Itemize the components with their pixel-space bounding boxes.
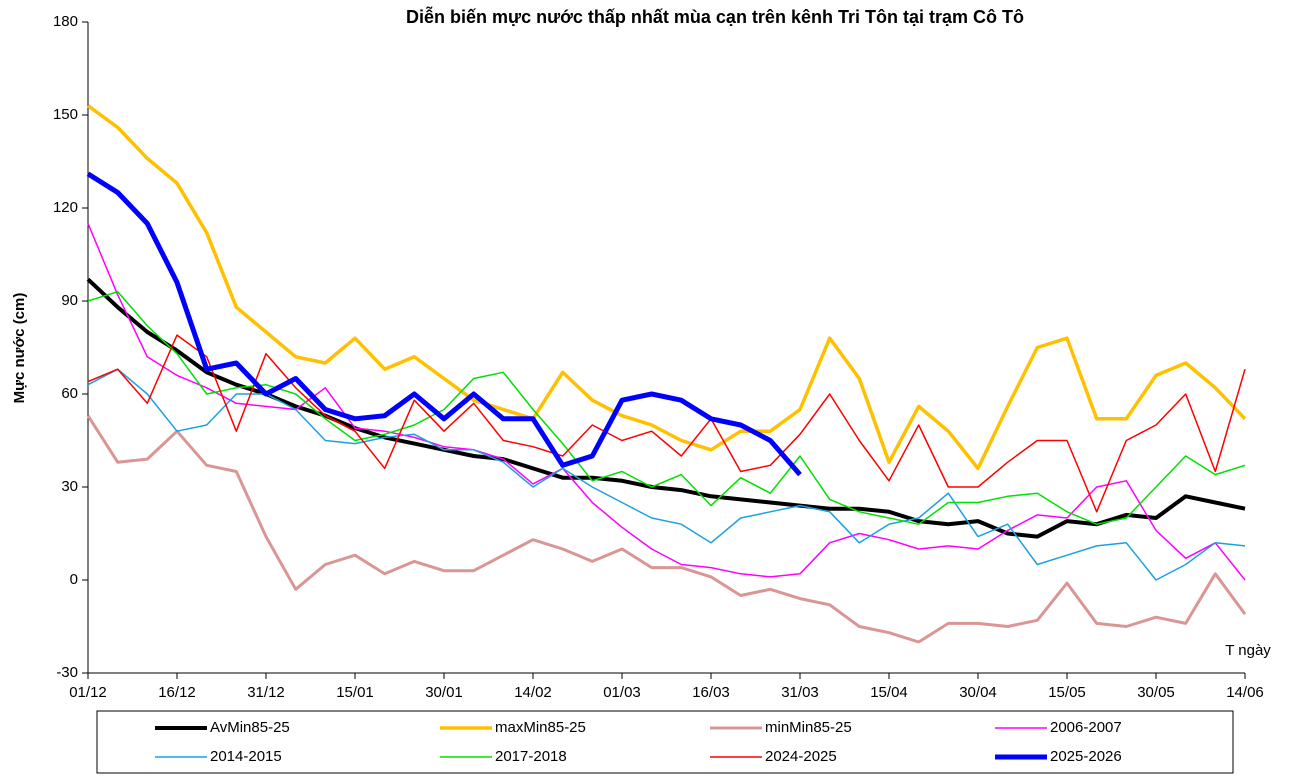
x-tick-label: 31/12 — [247, 684, 285, 701]
legend-label: AvMin85-25 — [210, 719, 290, 736]
y-tick-label: 180 — [53, 13, 78, 30]
series-line — [87, 368, 1246, 581]
series-line — [87, 290, 1246, 525]
x-tick-label: 16/12 — [158, 684, 196, 701]
y-tick-label: 150 — [53, 106, 78, 123]
x-tick-label: 16/03 — [692, 684, 730, 701]
x-tick-label: 14/06 — [1226, 684, 1264, 701]
legend-label: 2024-2025 — [765, 748, 837, 765]
y-axis-label: Mực nước (cm) — [11, 293, 28, 404]
y-tick-label: 30 — [61, 478, 78, 495]
x-axis-label: T ngày — [1225, 642, 1271, 659]
y-tick-label: -30 — [56, 664, 78, 681]
series-line — [86, 277, 1246, 539]
legend-label: 2006-2007 — [1050, 719, 1122, 736]
series-line — [86, 171, 802, 477]
legend-label: 2014-2015 — [210, 748, 282, 765]
x-tick-label: 01/03 — [603, 684, 641, 701]
series-line — [87, 334, 1246, 513]
y-tick-label: 0 — [70, 571, 78, 588]
series-line — [86, 104, 1247, 471]
legend-label: minMin85-25 — [765, 719, 852, 736]
y-tick-label: 90 — [61, 292, 78, 309]
series-line — [87, 223, 1246, 581]
x-tick-label: 14/02 — [514, 684, 552, 701]
y-tick-label: 60 — [61, 385, 78, 402]
y-tick-label: 120 — [53, 199, 78, 216]
x-tick-label: 30/04 — [959, 684, 997, 701]
legend-label: 2025-2026 — [1050, 748, 1122, 765]
x-tick-label: 30/01 — [425, 684, 463, 701]
x-tick-label: 15/01 — [336, 684, 374, 701]
chart-title: Diễn biến mực nước thấp nhất mùa cạn trê… — [406, 6, 1024, 27]
series-line — [86, 414, 1247, 644]
legend-box — [96, 710, 1234, 774]
x-tick-label: 30/05 — [1137, 684, 1175, 701]
x-tick-label: 15/05 — [1048, 684, 1086, 701]
x-tick-label: 01/12 — [69, 684, 107, 701]
legend-label: 2017-2018 — [495, 748, 567, 765]
x-tick-label: 15/04 — [870, 684, 908, 701]
x-tick-label: 31/03 — [781, 684, 819, 701]
legend-label: maxMin85-25 — [495, 719, 586, 736]
